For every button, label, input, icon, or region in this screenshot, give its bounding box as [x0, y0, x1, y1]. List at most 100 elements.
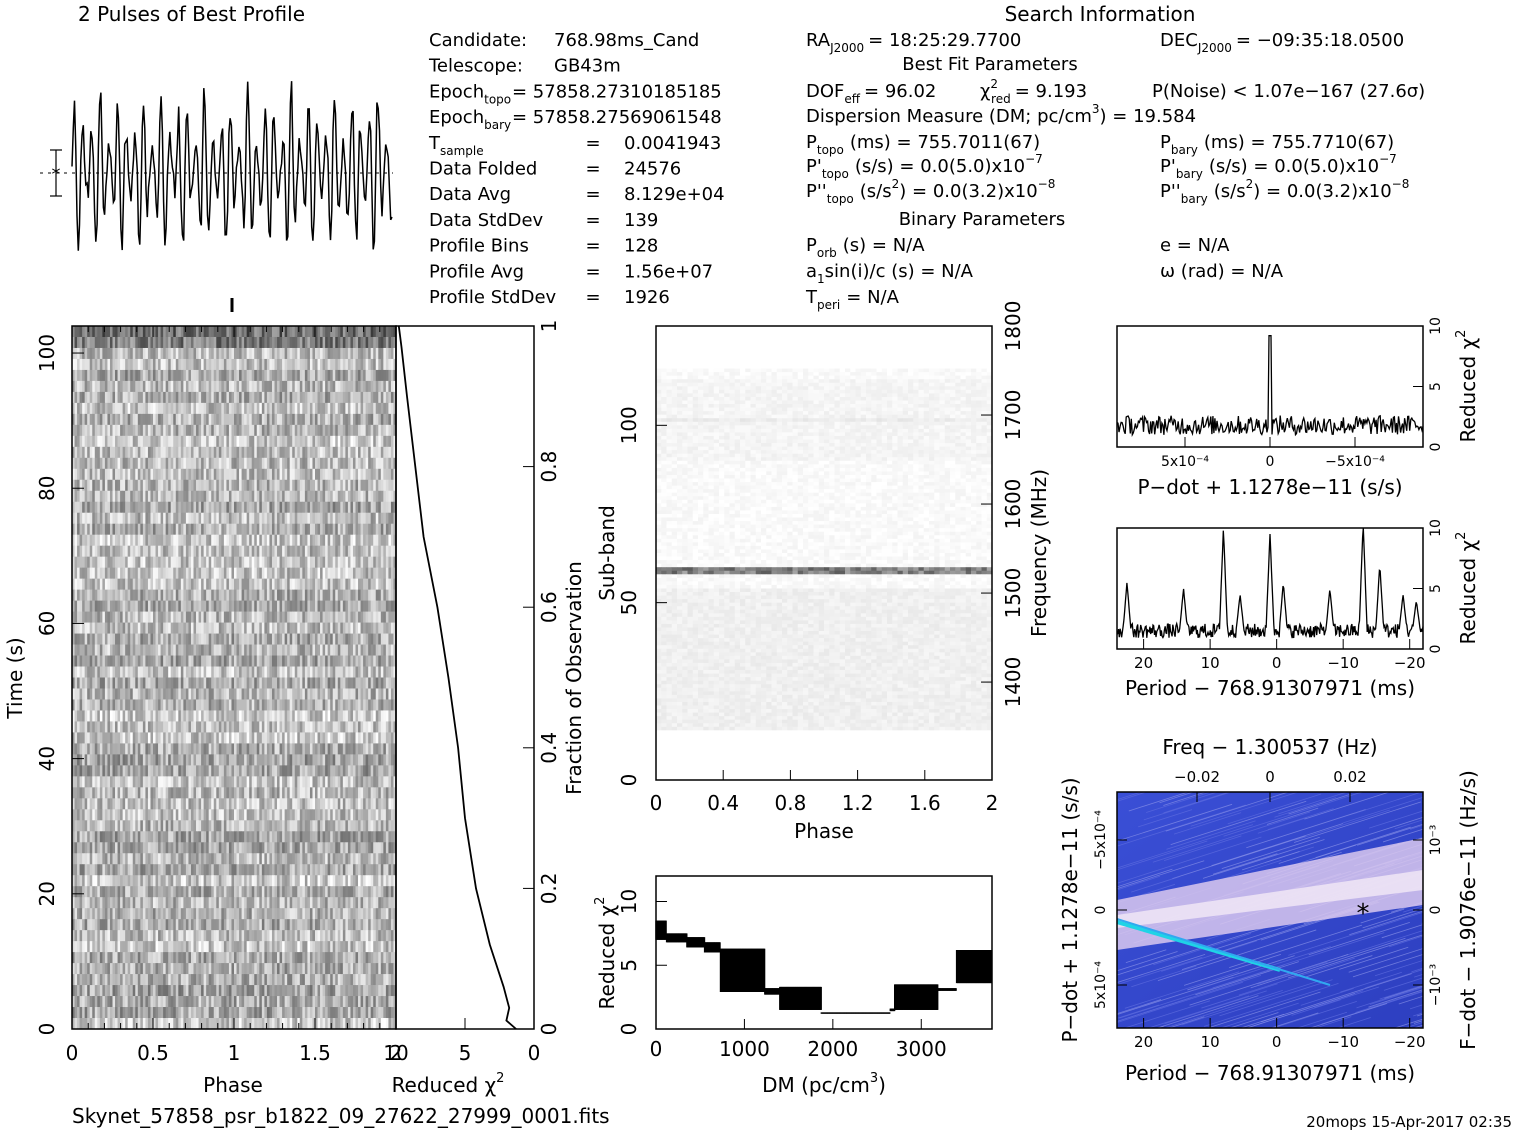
heatmap-cell [325, 326, 328, 337]
heatmap-cell [358, 326, 361, 337]
heatmap-cell [363, 732, 366, 743]
heatmap-cell [188, 370, 191, 381]
heatmap-cell [249, 579, 252, 590]
heatmap-cell [183, 524, 186, 535]
heatmap-cell [92, 326, 95, 337]
heatmap-cell [376, 348, 379, 359]
heatmap-cell [383, 337, 386, 348]
heatmap-cell [292, 557, 295, 568]
heatmap-cell [373, 513, 376, 524]
heatmap-cell [386, 721, 389, 732]
heatmap-cell [320, 469, 323, 480]
heatmap-cell [373, 535, 376, 546]
heatmap-cell [292, 337, 295, 348]
heatmap-cell [168, 458, 171, 469]
heatmap-cell [214, 447, 217, 458]
heatmap-cell [214, 348, 217, 359]
heatmap-cell [90, 601, 93, 612]
heatmap-cell [310, 524, 313, 535]
heatmap-cell [285, 699, 288, 710]
heatmap-cell [310, 656, 313, 667]
heatmap-cell [186, 436, 189, 447]
heatmap-cell [345, 535, 348, 546]
heatmap-cell [350, 634, 353, 645]
heatmap-cell [297, 414, 300, 425]
heatmap-cell [191, 568, 194, 579]
heatmap-cell [226, 590, 229, 601]
heatmap-cell [280, 326, 283, 337]
heatmap-cell [254, 546, 257, 557]
heatmap-cell [90, 557, 93, 568]
heatmap-cell [353, 414, 356, 425]
heatmap-cell [254, 381, 257, 392]
heatmap-cell [158, 579, 161, 590]
heatmap-cell [356, 699, 359, 710]
heatmap-cell [307, 645, 310, 656]
heatmap-cell [318, 710, 321, 721]
heatmap-cell [318, 579, 321, 590]
heatmap-cell [194, 370, 197, 381]
heatmap-cell [97, 612, 100, 623]
heatmap-cell [231, 590, 234, 601]
heatmap-cell [275, 491, 278, 502]
heatmap-cell [229, 370, 232, 381]
heatmap-cell [166, 337, 169, 348]
heatmap-cell [338, 436, 341, 447]
heatmap-cell [196, 645, 199, 656]
heatmap-cell [388, 601, 391, 612]
heatmap-cell [242, 732, 245, 743]
heatmap-cell [138, 557, 141, 568]
heatmap-cell [383, 546, 386, 557]
heatmap-cell [216, 557, 219, 568]
heatmap-cell [97, 667, 100, 678]
heatmap-cell [201, 678, 204, 689]
heatmap-cell [285, 491, 288, 502]
heatmap-cell [201, 535, 204, 546]
heatmap-cell [302, 710, 305, 721]
heatmap-cell [214, 678, 217, 689]
heatmap-cell [280, 557, 283, 568]
heatmap-cell [345, 436, 348, 447]
heatmap-cell [113, 612, 116, 623]
pnoise-line: P(Noise) < 1.07e−167 (27.6σ) [1152, 81, 1425, 102]
heatmap-cell [206, 414, 209, 425]
heatmap-cell [282, 392, 285, 403]
heatmap-cell [82, 491, 85, 502]
heatmap-cell [275, 392, 278, 403]
heatmap-cell [191, 590, 194, 601]
heatmap-cell [171, 579, 174, 590]
heatmap-cell [307, 667, 310, 678]
heatmap-cell [138, 447, 141, 458]
heatmap-cell [201, 469, 204, 480]
heatmap-cell [194, 743, 197, 754]
heatmap-cell [290, 480, 293, 491]
heatmap-cell [252, 502, 255, 513]
heatmap-cell [100, 436, 103, 447]
heatmap-cell [275, 524, 278, 535]
heatmap-cell [312, 337, 315, 348]
heatmap-cell [214, 743, 217, 754]
heatmap-cell [120, 601, 123, 612]
heatmap-cell [231, 447, 234, 458]
heatmap-cell [199, 623, 202, 634]
profile-plot: * [40, 81, 393, 312]
heatmap-cell [115, 480, 118, 491]
heatmap-cell [323, 502, 326, 513]
heatmap-cell [376, 590, 379, 601]
heatmap-cell [264, 601, 267, 612]
heatmap-cell [302, 557, 305, 568]
heatmap-cell [87, 337, 90, 348]
heatmap-cell [221, 370, 224, 381]
heatmap-cell [264, 612, 267, 623]
heatmap-cell [188, 480, 191, 491]
heatmap-cell [107, 469, 110, 480]
heatmap-cell [371, 678, 374, 689]
heatmap-cell [280, 623, 283, 634]
heatmap-cell [376, 667, 379, 678]
heatmap-cell [178, 447, 181, 458]
heatmap-cell [242, 403, 245, 414]
heatmap-cell [285, 688, 288, 699]
heatmap-cell [259, 480, 262, 491]
heatmap-cell [166, 491, 169, 502]
heatmap-cell [376, 710, 379, 721]
